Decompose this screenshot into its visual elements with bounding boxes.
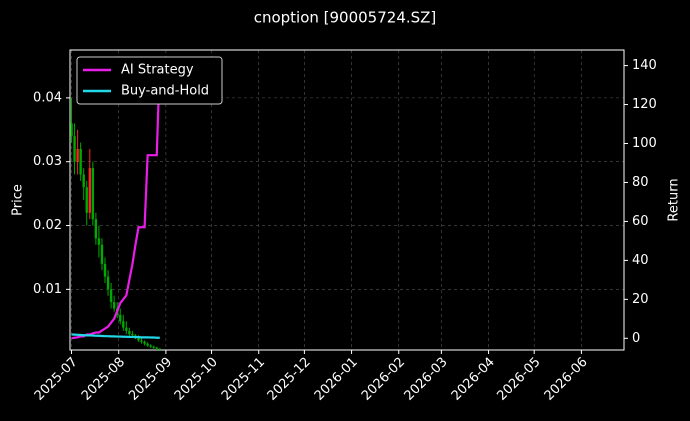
candle-body — [97, 238, 101, 245]
candle-body — [112, 302, 116, 309]
y2-tick-label: 120 — [632, 97, 657, 112]
candle-body — [106, 276, 110, 290]
candle-body — [109, 289, 113, 303]
y-tick-label: 0.01 — [33, 282, 62, 297]
candle-body — [100, 244, 104, 264]
chart-title: cnoption [90005724.SZ] — [254, 9, 437, 27]
candle-body — [70, 123, 73, 137]
y2-tick-label: 80 — [632, 175, 649, 190]
y2-axis-label: Return — [667, 178, 682, 221]
candle-body — [152, 346, 155, 348]
y2-tick-label: 0 — [632, 331, 640, 346]
y-axis-label: Price — [11, 184, 26, 216]
candle-body — [94, 219, 98, 239]
y2-tick-label: 140 — [632, 58, 657, 73]
legend-label: Buy-and-Hold — [121, 84, 209, 99]
x-tick-label: 2026-06 — [542, 355, 591, 404]
y2-tick-label: 40 — [632, 253, 649, 268]
x-tick-label: 2025-12 — [265, 355, 314, 404]
candle-body — [73, 136, 76, 162]
y2-tick-label: 20 — [632, 292, 649, 307]
candle-body — [149, 345, 152, 347]
legend-box — [76, 56, 223, 105]
candle-body — [155, 347, 158, 349]
candle-body — [131, 334, 134, 336]
plot-frame — [69, 49, 625, 351]
candle-body — [137, 337, 140, 341]
y2-tick-label: 100 — [632, 136, 657, 151]
candle-body — [158, 348, 161, 350]
x-tick-label: 2026-02 — [359, 355, 408, 404]
candle-body — [128, 330, 131, 335]
line-series — [71, 333, 160, 339]
y-tick-label: 0.04 — [33, 90, 62, 105]
candle-body — [122, 321, 125, 328]
candle-body — [146, 343, 149, 346]
candle-body — [119, 314, 122, 322]
x-tick-label: 2025-09 — [126, 355, 175, 404]
candle-body — [140, 340, 143, 342]
candle-body — [143, 341, 146, 344]
candle-body — [82, 174, 85, 188]
candle-body — [103, 263, 107, 277]
x-tick-label: 2026-03 — [402, 355, 451, 404]
x-tick-label: 2026-01 — [312, 355, 361, 404]
x-tick-label: 2026-05 — [494, 355, 543, 404]
candle-body — [88, 168, 91, 213]
x-tick-label: 2025-11 — [219, 355, 268, 404]
candle-body — [79, 148, 82, 175]
x-tick-label: 2025-08 — [79, 355, 128, 404]
y-tick-label: 0.02 — [33, 218, 62, 233]
candle-body — [91, 168, 95, 220]
candle-body — [76, 148, 79, 162]
x-tick-label: 2025-10 — [172, 355, 221, 404]
y2-tick-label: 60 — [632, 214, 649, 229]
candle-body — [125, 327, 128, 331]
legend-label: AI Strategy — [121, 63, 194, 78]
x-tick-label: 2025-07 — [32, 355, 81, 404]
x-tick-label: 2026-04 — [449, 355, 498, 404]
y-tick-label: 0.03 — [33, 154, 62, 169]
candle-body — [85, 187, 88, 213]
